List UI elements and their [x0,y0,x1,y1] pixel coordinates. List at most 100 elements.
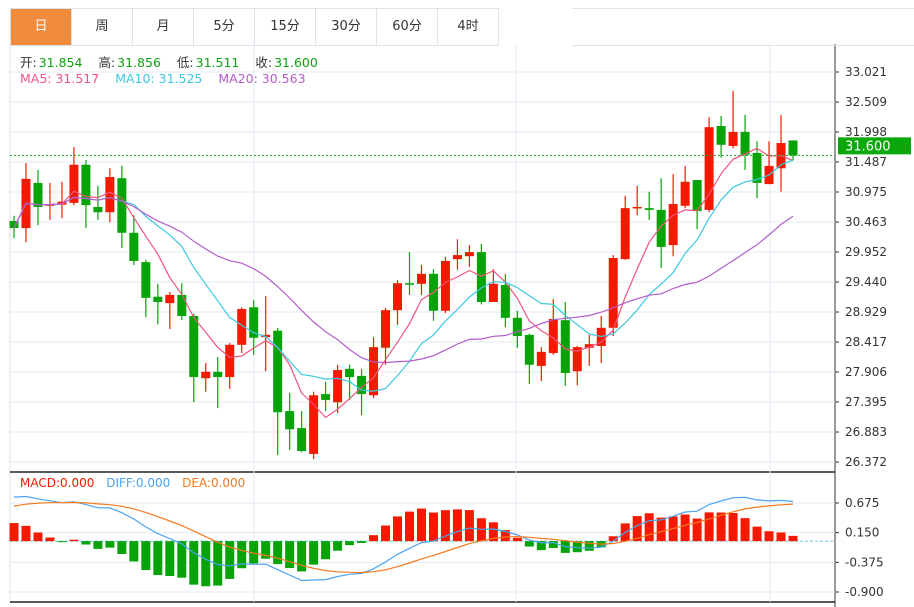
macd-bar [129,541,139,562]
candle-down [213,371,223,378]
macd-bar [452,509,462,542]
candle-down [129,232,139,261]
candle-up [105,177,115,213]
macd-bar [69,539,79,542]
diff-line [13,495,794,582]
macd-bar [345,541,355,546]
period-tabs: 日 周 月 5分 15分 30分 60分 4时 [10,8,499,46]
price-tick-label: 31.998 [845,125,887,139]
candle-up [416,273,426,284]
candle-down [500,284,510,318]
macd-info: MACD:0.000 DIFF:0.000 DEA:0.000 [20,476,247,490]
price-axis: 33.021 32.509 31.998 31.487 30.975 30.463 29.9… [835,65,911,599]
macd-bar [201,541,211,587]
open-label: 开: [20,55,37,70]
candle-down [788,140,798,156]
candle-down [644,208,654,210]
macd-bar [428,512,438,542]
candle-up [464,252,474,257]
macd-bar [321,541,331,560]
tab-4hour[interactable]: 4时 [438,9,499,45]
tab-week[interactable]: 周 [72,9,133,45]
tab-day[interactable]: 日 [11,9,72,45]
candle-down [177,294,187,317]
candle-down [345,368,355,378]
high-label: 高: [98,55,116,70]
candle-up [201,371,211,379]
candle-down [357,375,367,395]
macd-bar [788,535,798,542]
ma10-line [13,159,794,392]
macd-tick-label: 0.675 [845,496,879,510]
tab-30min[interactable]: 30分 [316,9,377,45]
diff-value: DIFF:0.000 [106,476,171,490]
candle-down [117,178,127,233]
macd-bar [584,541,594,551]
candle-down [321,394,331,400]
macd-panel [9,495,835,587]
candle-up [632,206,642,209]
macd-bar [261,541,271,559]
macd-bar [285,541,295,569]
macd-bar [524,541,534,547]
price-tick-label: 29.440 [845,275,887,289]
macd-tick-label: -0.375 [845,555,884,569]
macd-bar [512,537,522,542]
macd-bar [608,536,618,542]
candle-up [536,351,546,366]
candle-up [369,347,379,396]
macd-bar [776,532,786,542]
macd-bar [225,541,235,579]
macd-tick-label: 0.150 [845,526,879,540]
macd-bar [309,541,319,565]
price-tick-label: 30.463 [845,215,887,229]
price-tick-label: 28.417 [845,335,887,349]
macd-bar [177,541,187,578]
ma10-value: MA10: 31.525 [115,71,203,86]
macd-bar [249,541,259,564]
close-value: 31.600 [274,55,318,70]
dea-line [13,501,794,574]
candle-down [692,179,702,212]
macd-bar [692,518,702,542]
price-tick-label: 31.487 [845,155,887,169]
candle-up [608,257,618,328]
candle-down [752,153,762,183]
candle-up [620,208,630,260]
macd-bar [644,513,654,542]
tab-60min[interactable]: 60分 [377,9,438,45]
candle-up [488,283,498,302]
ma5-line [13,147,794,419]
candle-up [69,164,79,203]
macd-tick-label: -0.900 [845,585,884,599]
tabs-filler [572,8,914,46]
macd-bar [21,525,31,542]
candle-up [237,309,247,345]
macd-bar [656,517,666,542]
candle-down [656,209,666,247]
candle-down [476,252,486,302]
macd-bar [57,541,67,543]
candle-up [704,127,714,210]
price-tick-label: 27.395 [845,395,887,409]
tab-month[interactable]: 月 [133,9,194,45]
macd-bar [752,526,762,542]
macd-bar [500,530,510,542]
macd-bar [165,541,175,577]
candlesticks [9,90,798,460]
current-price-badge [838,137,911,155]
price-tick-label: 27.906 [845,365,887,379]
tab-5min[interactable]: 5分 [194,9,255,45]
candle-down [9,221,19,229]
tab-15min[interactable]: 15分 [255,9,316,45]
macd-bar [141,541,151,571]
candle-down [740,131,750,155]
candle-up [728,131,738,146]
macd-bar [381,525,391,542]
low-label: 低: [176,55,194,70]
candle-down [512,317,522,337]
candle-up [333,370,343,403]
macd-value: MACD:0.000 [20,476,95,490]
candle-up [440,260,450,311]
